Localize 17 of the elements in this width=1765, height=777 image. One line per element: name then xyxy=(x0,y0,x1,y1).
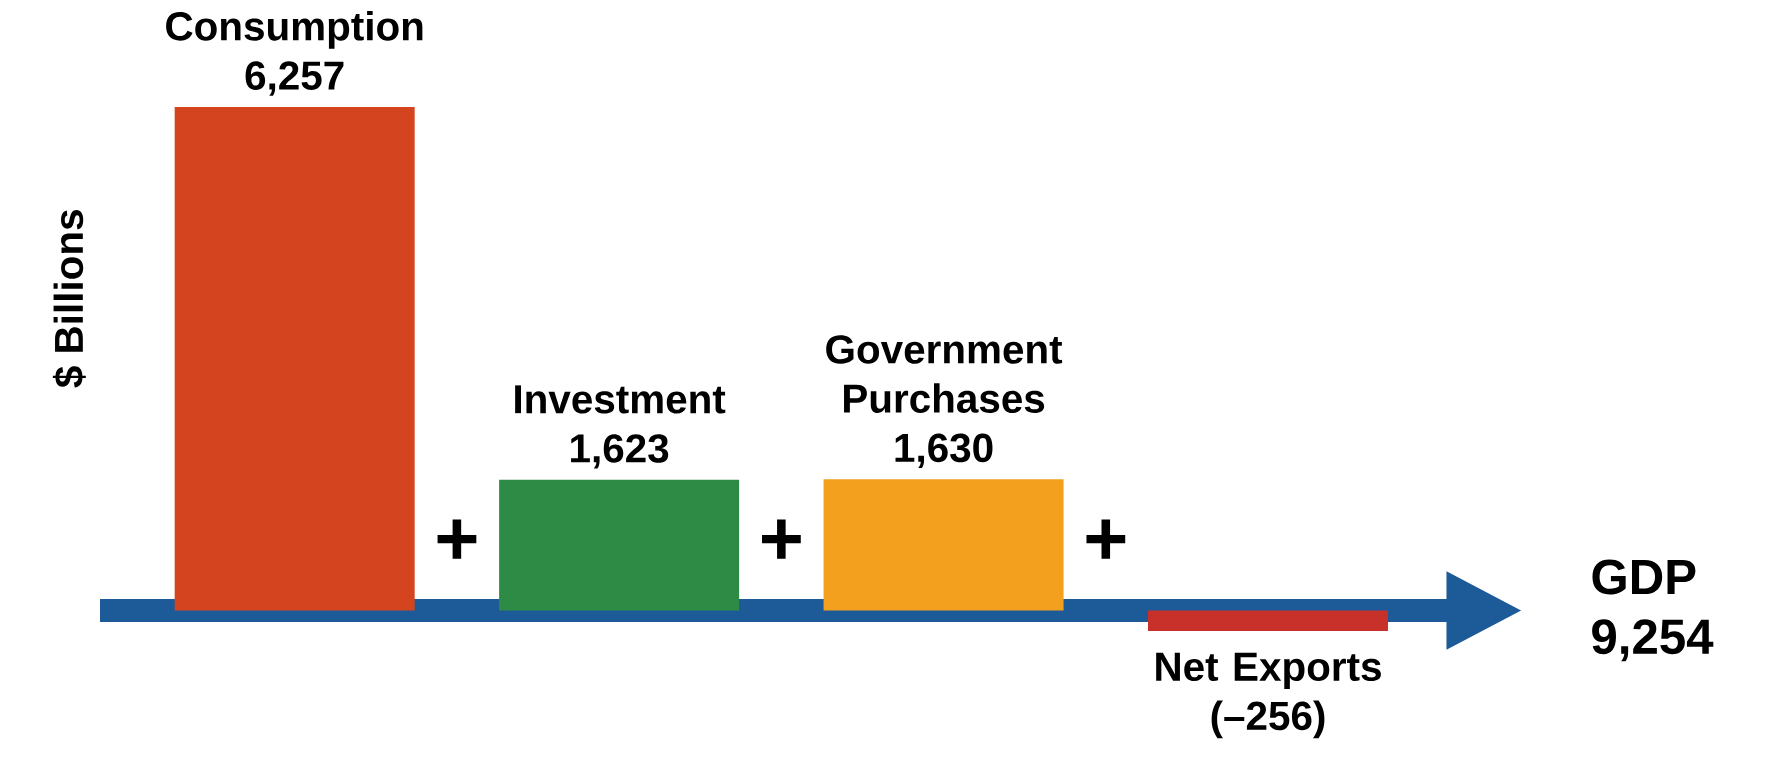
data-label: 1,623 xyxy=(571,434,669,469)
x-tick-label: Government Purchases xyxy=(826,335,1063,413)
y-axis-title: $ Billions xyxy=(52,210,86,388)
bar xyxy=(1148,610,1389,632)
data-label: (–256) xyxy=(1211,700,1325,739)
annotation: + xyxy=(1086,519,1126,559)
x-tick-label: Net Exports xyxy=(1156,652,1381,690)
annotation: + xyxy=(762,519,801,559)
text: GDP 9,254 xyxy=(1592,559,1714,662)
bar xyxy=(499,479,740,611)
data-label: 1,630 xyxy=(895,433,993,469)
x-tick-label: Consumption xyxy=(166,11,423,49)
x-tick-label: Investment xyxy=(515,385,726,414)
bar xyxy=(823,479,1064,611)
annotation: + xyxy=(437,519,477,559)
data-label: 6,257 xyxy=(245,61,344,96)
bar xyxy=(174,106,415,611)
